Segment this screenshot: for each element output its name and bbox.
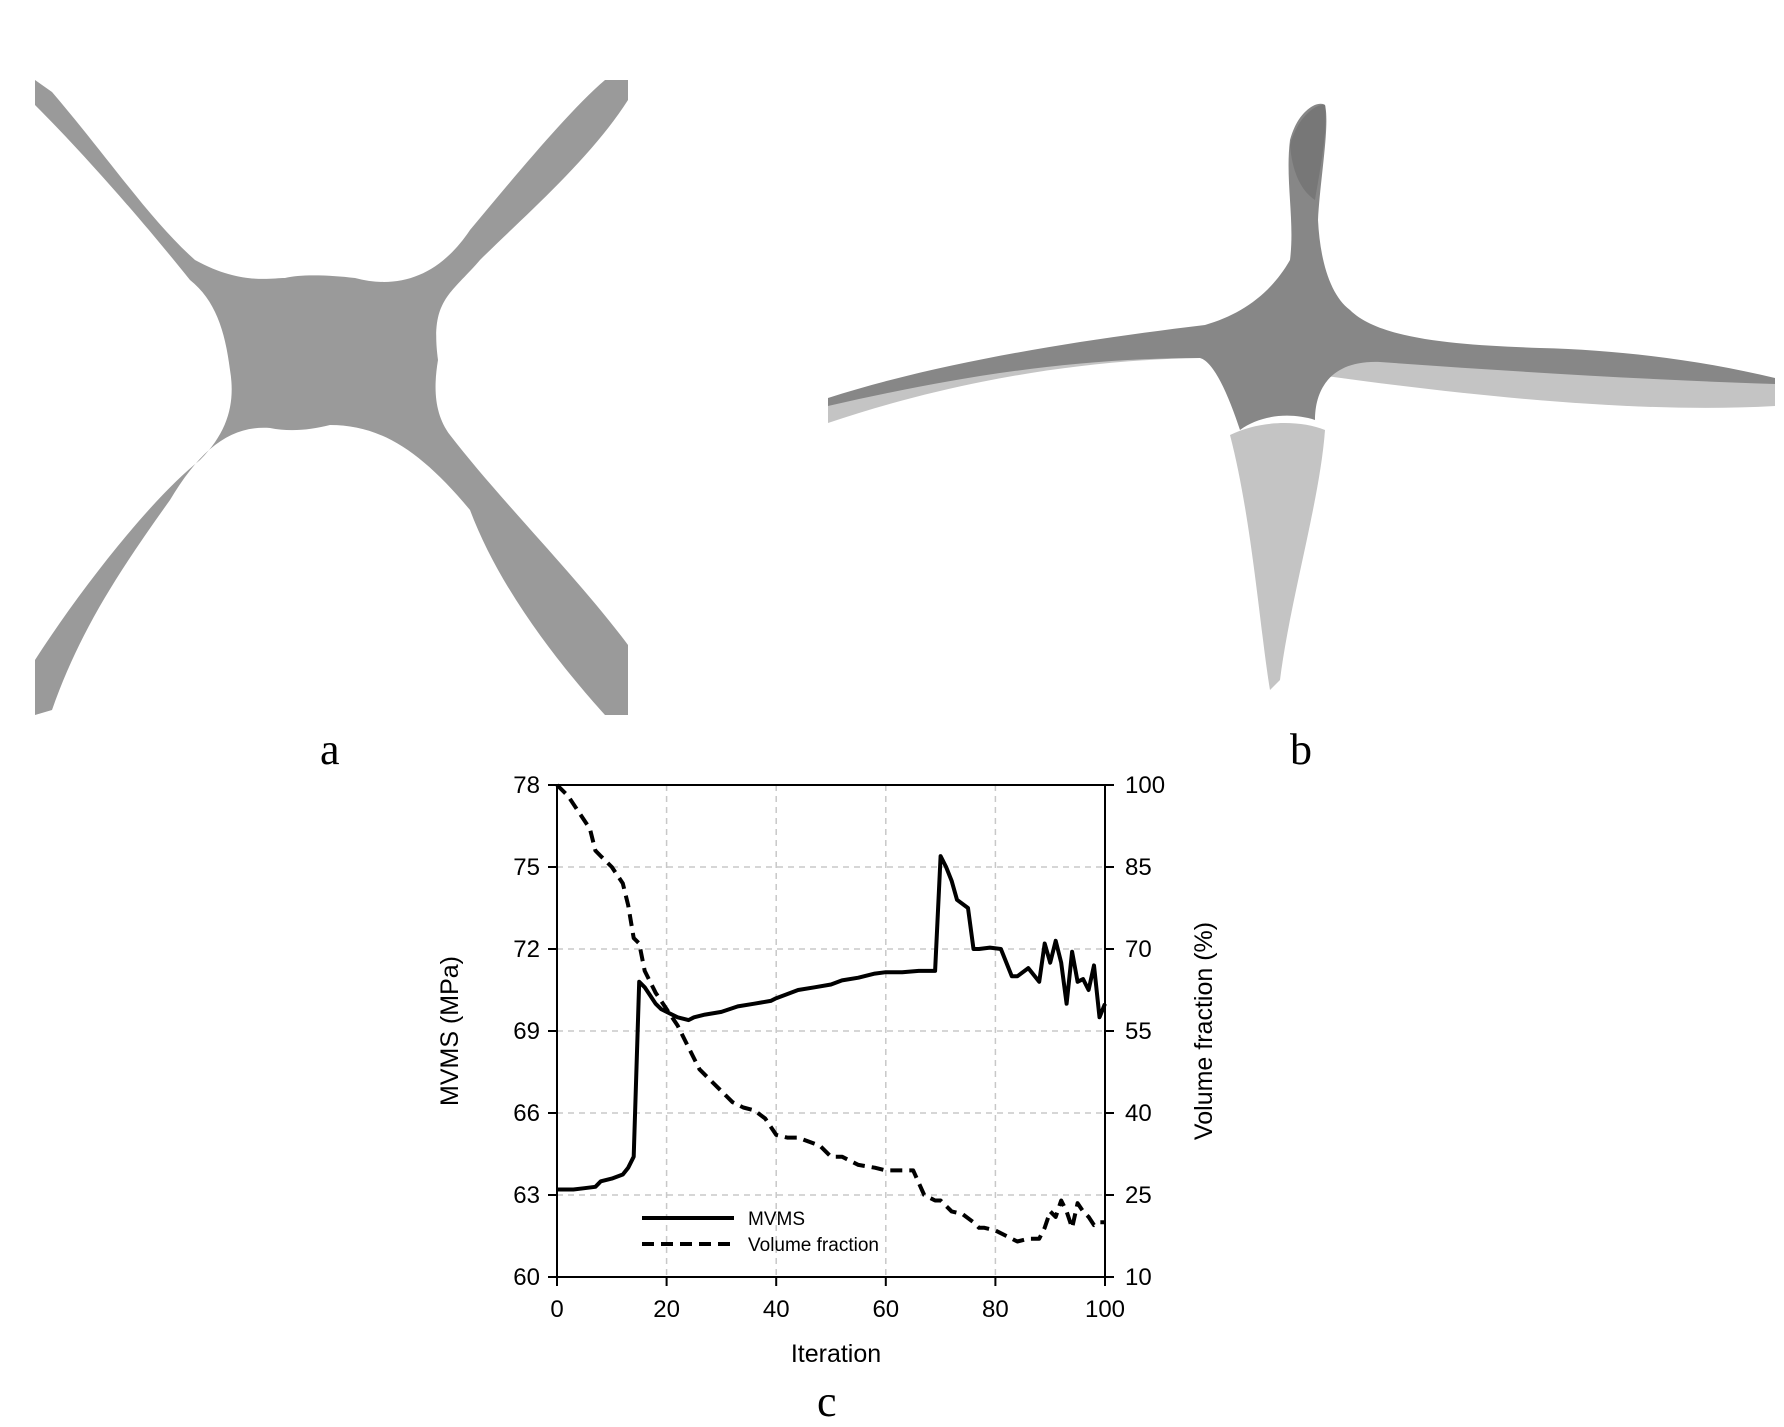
legend: MVMS Volume fraction [642, 1209, 879, 1256]
series-layer [555, 783, 1107, 1244]
y-tick-label: 75 [513, 854, 540, 881]
x-tick-label: 60 [872, 1296, 899, 1323]
ticks-layer: 0 20 40 60 80 100 60 63 66 69 72 75 78 10 25 40 55 70 85 10… [513, 772, 1165, 1323]
panel-label-a: a [320, 725, 340, 774]
x-tick-label: 100 [1085, 1296, 1125, 1323]
y-tick-label: 69 [513, 1018, 540, 1045]
legend-label-mvms: MVMS [748, 1209, 805, 1230]
y-tick-label: 63 [513, 1182, 540, 1209]
y-axis-title: MVMS (MPa) [436, 956, 464, 1106]
x-tick-label: 0 [550, 1296, 563, 1323]
y2-tick-label: 10 [1125, 1264, 1152, 1291]
series-line-mvms [557, 854, 1107, 1192]
y-tick-label: 60 [513, 1264, 540, 1291]
x-axis-title: Iteration [791, 1340, 881, 1368]
y2-tick-label: 85 [1125, 854, 1152, 881]
figure-b-3d-structure [828, 103, 1775, 690]
panel-label-c: c [817, 1377, 837, 1426]
legend-label-volume: Volume fraction [748, 1235, 879, 1256]
y2-axis-title: Volume fraction (%) [1190, 922, 1218, 1140]
top-arm-tip [1290, 104, 1326, 200]
grid-layer [557, 785, 1105, 1277]
panel-label-b: b [1290, 725, 1312, 774]
series-line-volume-fraction [555, 783, 1105, 1244]
x-tick-label: 20 [653, 1296, 680, 1323]
y2-tick-label: 55 [1125, 1018, 1152, 1045]
y2-tick-label: 40 [1125, 1100, 1152, 1127]
top-face [828, 103, 1775, 431]
bottom-arm [1230, 423, 1325, 690]
x-tick-label: 80 [982, 1296, 1009, 1323]
y-tick-label: 78 [513, 772, 540, 799]
figure-a-cross-structure [35, 80, 628, 715]
x-tick-label: 40 [763, 1296, 790, 1323]
y2-tick-label: 70 [1125, 936, 1152, 963]
y2-tick-label: 100 [1125, 772, 1165, 799]
cross-shape-top-view [35, 80, 628, 715]
y2-tick-label: 25 [1125, 1182, 1152, 1209]
y-tick-label: 72 [513, 936, 540, 963]
y-tick-label: 66 [513, 1100, 540, 1127]
